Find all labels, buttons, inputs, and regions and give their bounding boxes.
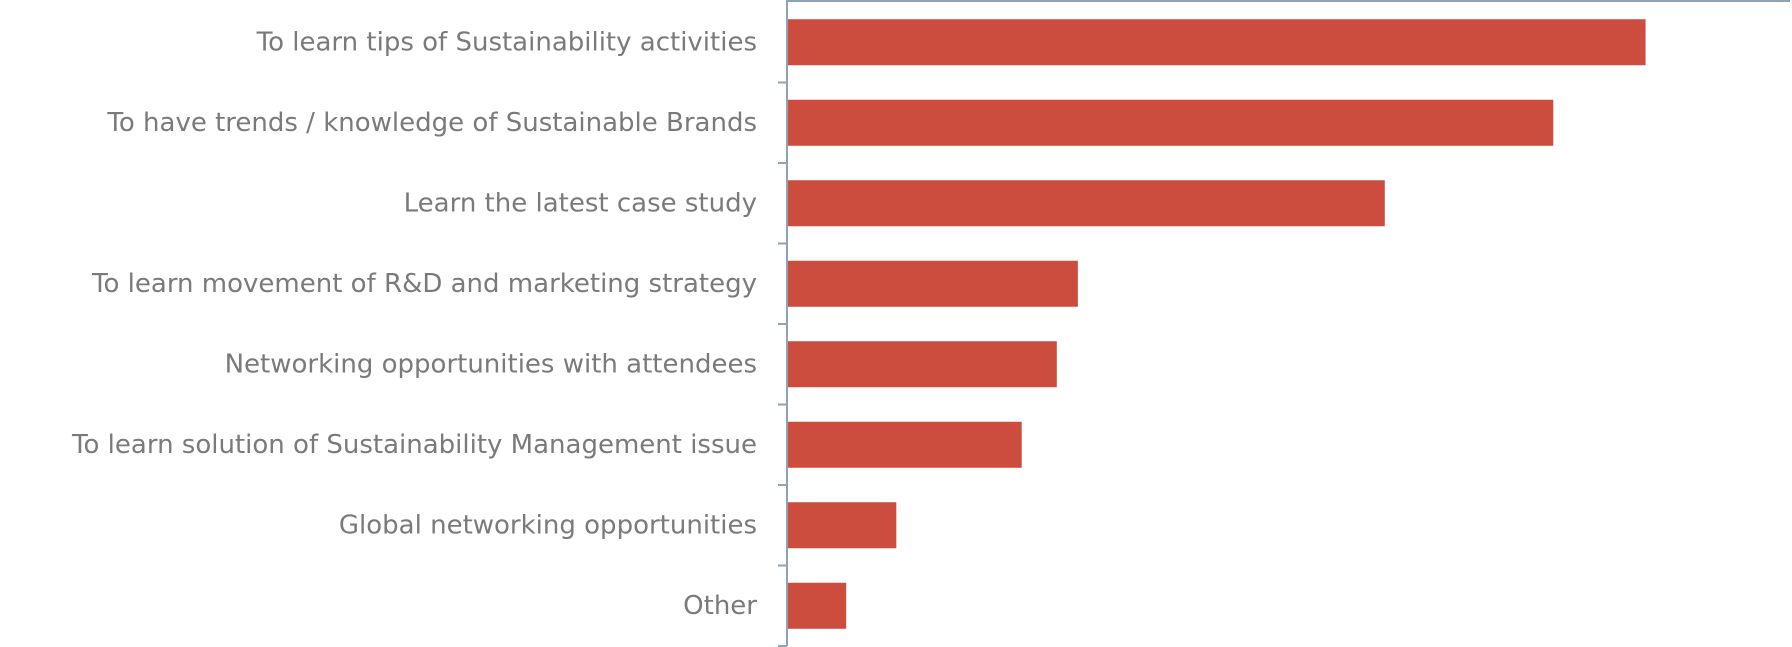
category-label-6: To learn solution of Sustainability Mana… — [71, 430, 757, 460]
bar-7 — [788, 502, 897, 549]
category-label-1: To learn tips of Sustainability activiti… — [256, 27, 757, 57]
bars-group — [788, 19, 1646, 629]
bar-8 — [788, 582, 847, 629]
category-label-8: Other — [683, 591, 757, 621]
bar-3 — [788, 180, 1385, 227]
bar-6 — [788, 421, 1022, 468]
category-label-2: To have trends / knowledge of Sustainabl… — [106, 108, 757, 138]
category-label-7: Global networking opportunities — [339, 510, 757, 540]
category-labels-group: To learn tips of Sustainability activiti… — [71, 27, 757, 621]
bar-5 — [788, 341, 1057, 388]
category-label-4: To learn movement of R&D and marketing s… — [91, 269, 757, 299]
category-label-5: Networking opportunities with attendees — [225, 349, 757, 379]
bar-2 — [788, 99, 1554, 146]
axes-group — [778, 0, 1790, 647]
category-label-3: Learn the latest case study — [404, 188, 757, 218]
bar-1 — [788, 19, 1646, 66]
bar-4 — [788, 260, 1078, 307]
